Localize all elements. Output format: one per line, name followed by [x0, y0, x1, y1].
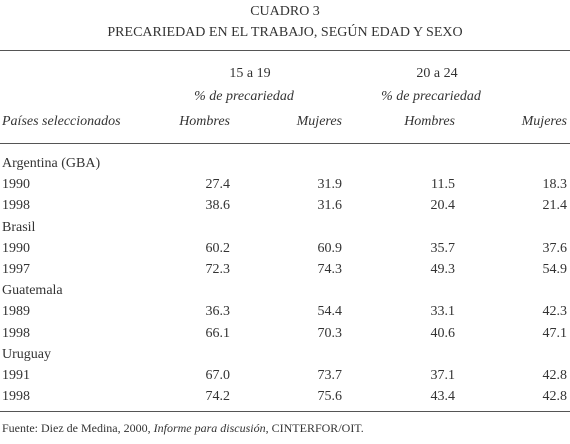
value-cell: 60.2 — [205, 240, 231, 256]
year-cell: 1990 — [2, 177, 30, 193]
value-cell: 73.7 — [317, 368, 343, 383]
value-cell: 38.6 — [205, 198, 231, 214]
group-header: 15 a 19 — [229, 66, 271, 81]
footnote: Fuente: Diez de Medina, 2000, Informe pa… — [2, 420, 364, 436]
column-header: Hombres — [179, 114, 230, 129]
value-cell: 74.3 — [317, 262, 343, 277]
year-cell: 1998 — [2, 198, 30, 214]
year-cell: 1990 — [2, 240, 30, 256]
rule — [0, 143, 570, 144]
column-header: Mujeres — [521, 114, 567, 129]
value-cell: 31.9 — [317, 177, 343, 193]
value-cell: 54.9 — [542, 262, 568, 277]
value-cell: 37.6 — [542, 240, 568, 256]
value-cell: 27.4 — [205, 177, 231, 193]
value-cell: 49.3 — [430, 262, 456, 277]
value-cell: 42.8 — [542, 368, 568, 383]
section-label: Argentina (GBA) — [2, 156, 101, 171]
value-cell: 66.1 — [205, 325, 231, 341]
value-cell: 11.5 — [431, 177, 455, 193]
group-subheader: % de precariedad — [381, 89, 481, 104]
value-cell: 37.1 — [430, 368, 456, 383]
value-cell: 21.4 — [542, 198, 568, 214]
section-label: Guatemala — [2, 283, 63, 299]
year-cell: 1998 — [2, 325, 30, 341]
group-subheader: % de precariedad — [194, 89, 294, 104]
table-subtitle: PRECARIEDAD EN EL TRABAJO, SEGÚN EDAD Y … — [107, 25, 463, 40]
value-cell: 42.8 — [542, 389, 568, 405]
value-cell: 20.4 — [430, 198, 456, 214]
value-cell: 60.9 — [317, 240, 343, 256]
footnote-italic: Informe para discusión — [153, 421, 266, 435]
value-cell: 74.2 — [205, 389, 231, 405]
value-cell: 35.7 — [430, 240, 456, 256]
table-title: CUADRO 3 — [250, 4, 320, 19]
column-header: Países seleccionados — [2, 114, 121, 129]
rule — [0, 411, 570, 412]
value-cell: 42.3 — [542, 304, 568, 320]
value-cell: 43.4 — [430, 389, 456, 405]
value-cell: 72.3 — [205, 262, 231, 277]
section-label: Brasil — [2, 219, 36, 235]
footnote-text: Fuente: Diez de Medina, 2000, — [2, 421, 154, 435]
value-cell: 54.4 — [317, 304, 343, 320]
group-header: 20 a 24 — [416, 66, 458, 81]
year-cell: 1989 — [2, 304, 30, 320]
value-cell: 70.3 — [317, 325, 343, 341]
section-label: Uruguay — [2, 346, 51, 362]
year-cell: 1991 — [2, 368, 30, 383]
rule — [0, 50, 570, 51]
value-cell: 18.3 — [542, 177, 568, 193]
year-cell: 1997 — [2, 262, 30, 277]
value-cell: 75.6 — [317, 389, 343, 405]
column-header: Mujeres — [296, 114, 342, 129]
value-cell: 33.1 — [430, 304, 456, 320]
value-cell: 47.1 — [542, 325, 568, 341]
column-header: Hombres — [404, 114, 455, 129]
value-cell: 40.6 — [430, 325, 456, 341]
value-cell: 36.3 — [205, 304, 231, 320]
footnote-text: , CINTERFOR/OIT. — [265, 421, 364, 435]
value-cell: 31.6 — [317, 198, 343, 214]
value-cell: 67.0 — [205, 368, 231, 383]
year-cell: 1998 — [2, 389, 30, 405]
